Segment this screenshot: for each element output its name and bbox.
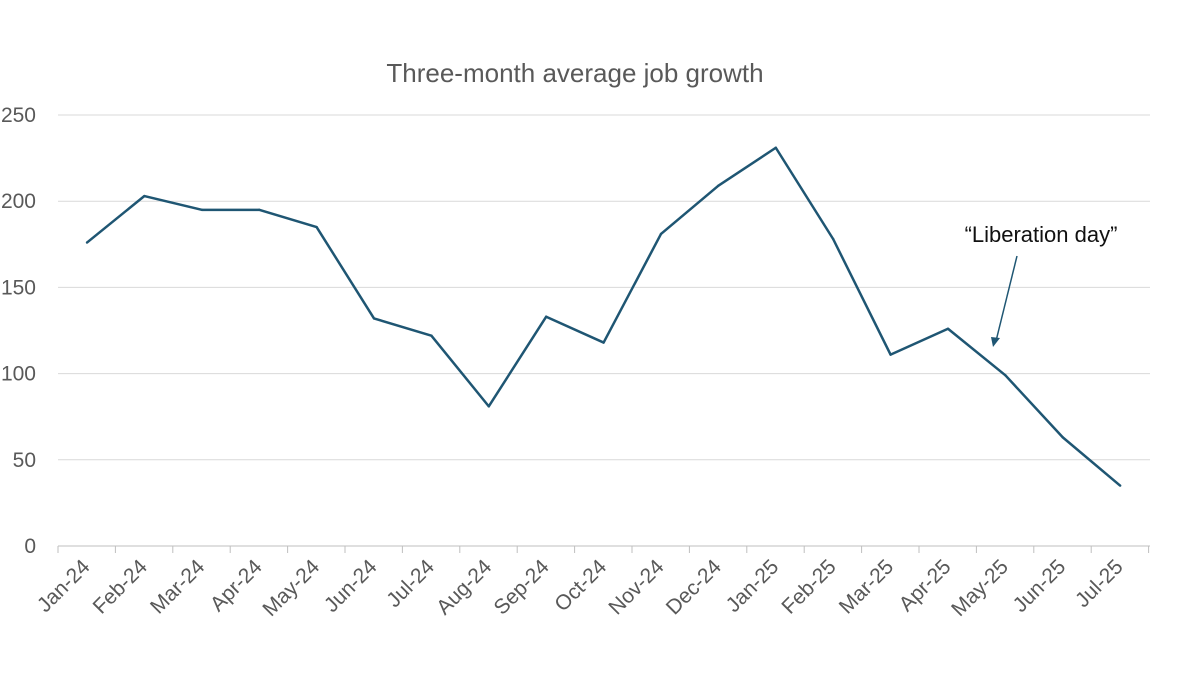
y-tick-label: 50	[13, 449, 36, 472]
x-tick-label: Nov-24	[604, 555, 668, 619]
x-axis-tick-marks	[57, 546, 1150, 553]
data-point	[315, 225, 318, 229]
data-point	[889, 353, 892, 356]
x-tick-label: Apr-25	[895, 555, 956, 616]
x-tick-label: Jan-25	[722, 555, 784, 617]
data-point	[143, 194, 146, 198]
chart-title: Three-month average job growth	[386, 58, 763, 88]
data-point	[602, 341, 605, 344]
y-tick-label: 0	[24, 535, 36, 558]
data-point	[1061, 436, 1065, 439]
x-tick-label: Feb-24	[89, 555, 153, 619]
x-tick-label: Mar-24	[146, 555, 210, 619]
annotation-arrow	[995, 255, 1018, 342]
data-point	[1119, 484, 1122, 487]
data-point	[487, 405, 490, 408]
data-point	[545, 315, 548, 318]
x-tick-label: Jul-24	[382, 555, 439, 612]
data-point	[946, 327, 950, 330]
data-point	[832, 237, 835, 241]
x-tick-label: Sep-24	[490, 555, 554, 619]
series-line	[86, 146, 1122, 487]
y-tick-label: 150	[1, 276, 36, 299]
gridlines	[58, 114, 1150, 461]
x-tick-label: Jun-25	[1009, 555, 1071, 617]
series	[85, 146, 1122, 487]
x-tick-label: Jul-25	[1071, 555, 1128, 612]
data-point	[774, 146, 777, 149]
x-tick-label: May-25	[947, 555, 1013, 621]
y-tick-label: 100	[1, 363, 36, 386]
data-point	[85, 241, 89, 244]
y-tick-label: 250	[1, 104, 36, 127]
x-tick-label: Aug-24	[432, 555, 496, 619]
x-tick-label: Apr-24	[206, 555, 267, 616]
annotation-arrow-head	[991, 337, 1000, 347]
x-tick-label: May-24	[258, 555, 324, 621]
data-point	[1004, 374, 1007, 377]
y-axis-ticks: 0 50 100 150 200 250	[1, 104, 36, 558]
x-tick-label: Mar-25	[835, 555, 898, 618]
annotation-label: “Liberation day”	[965, 222, 1118, 247]
data-point	[200, 208, 203, 212]
data-point	[717, 184, 720, 187]
x-tick-label: Jun-24	[320, 555, 382, 617]
data-point	[258, 208, 261, 212]
x-tick-label: Feb-25	[777, 555, 840, 618]
x-tick-label: Dec-24	[662, 555, 726, 619]
data-point	[372, 317, 376, 320]
y-tick-label: 200	[1, 190, 36, 213]
x-tick-label: Oct-24	[550, 555, 611, 616]
annotation: “Liberation day”	[965, 222, 1118, 347]
data-point	[430, 334, 433, 337]
data-point	[659, 232, 663, 236]
x-tick-label: Jan-24	[33, 555, 95, 617]
